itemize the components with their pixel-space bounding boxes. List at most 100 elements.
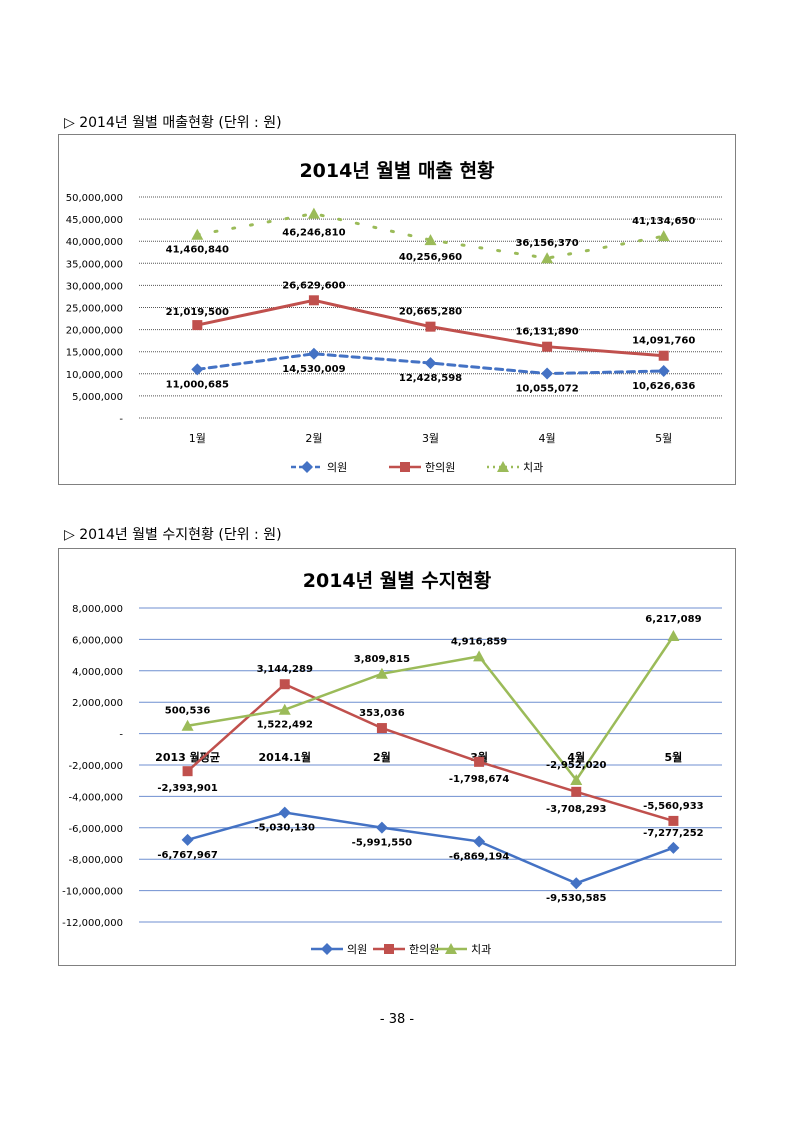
data-label: 12,428,598 (399, 373, 462, 384)
data-point (181, 833, 194, 846)
series-2: -2,393,901 3,144,289 353,036 -1,798,674 -3,7… (157, 664, 704, 826)
y-tick-label: 15,000,000 (66, 348, 123, 359)
data-point (571, 786, 582, 797)
y-tick-label: -4,000,000 (68, 792, 123, 803)
data-label: -5,030,130 (255, 823, 315, 834)
x-tick-label: 4월 (567, 750, 585, 764)
series-line (186, 682, 675, 823)
data-point (473, 650, 486, 662)
series-1: -6,767,967 -5,030,130 -5,991,550 -6,869,194… (157, 806, 704, 904)
section-title-sales: ▷ 2014년 월별 매출현황 (단위 : 원) (64, 115, 282, 131)
data-label: -5,560,933 (643, 801, 703, 812)
data-point (541, 367, 554, 380)
data-label: -5,991,550 (352, 838, 412, 849)
legend-marker (301, 461, 313, 473)
y-tick-label: -8,000,000 (68, 855, 123, 866)
legend-marker (497, 461, 509, 472)
data-label: 26,629,600 (282, 280, 345, 291)
legend-marker (321, 943, 333, 955)
data-point (191, 363, 204, 376)
y-tick-label: 30,000,000 (66, 281, 123, 292)
y-tick-label: -2,000,000 (68, 761, 123, 772)
data-point (279, 679, 290, 690)
data-label: 353,036 (359, 708, 405, 719)
data-point (424, 357, 437, 370)
data-label: 500,536 (165, 706, 211, 717)
data-label: -2,393,901 (157, 783, 217, 794)
data-label: -3,708,293 (546, 804, 606, 815)
data-label: 36,156,370 (515, 238, 578, 249)
series-line (195, 212, 666, 260)
data-label: -9,530,585 (546, 893, 606, 904)
y-tick-label: - (119, 414, 123, 425)
data-point (375, 667, 388, 679)
y-tick-label: 45,000,000 (66, 215, 123, 226)
data-point (192, 320, 203, 331)
chart-title: 2014년 월별 매출 현황 (299, 159, 495, 182)
data-label: 1,522,492 (257, 720, 313, 731)
data-point (657, 230, 670, 242)
x-tick-label: 2013 월평균 (155, 750, 220, 764)
data-label: 3,809,815 (354, 654, 410, 665)
x-tick-label: 5월 (665, 750, 683, 764)
legend-label: 한의원 (425, 461, 455, 474)
page-number: - 38 - (379, 1012, 415, 1027)
data-label: 3,144,289 (257, 664, 313, 675)
x-tick-label: 2014.1월 (258, 750, 311, 764)
data-point (182, 766, 193, 777)
data-point (424, 234, 437, 246)
data-point (570, 773, 583, 785)
y-tick-label: 40,000,000 (66, 237, 123, 248)
data-point (181, 719, 194, 731)
data-point (307, 207, 320, 219)
data-label: 41,134,650 (632, 216, 695, 227)
data-label: 40,256,960 (399, 252, 462, 263)
data-label: 10,055,072 (515, 384, 578, 395)
data-point (308, 295, 319, 306)
y-tick-label: 4,000,000 (72, 667, 123, 678)
data-label: 21,019,500 (166, 307, 229, 318)
data-point (667, 629, 680, 641)
legend: 의원 한의원 치과 (291, 461, 543, 474)
data-point (307, 347, 320, 360)
y-axis: -12,000,000-10,000,000-8,000,000-6,000,0… (62, 604, 123, 929)
data-point (667, 841, 680, 854)
x-tick-label: 4월 (539, 432, 556, 445)
data-label: 6,217,089 (645, 614, 701, 625)
x-tick-label: 1월 (189, 432, 206, 445)
chart-title: 2014년 월별 수지현황 (303, 569, 492, 592)
section-title-balance: ▷ 2014년 월별 수지현황 (단위 : 원) (64, 527, 282, 543)
y-tick-label: 35,000,000 (66, 259, 123, 270)
y-tick-label: -10,000,000 (62, 887, 123, 898)
series-3: 500,536 1,522,492 3,809,815 4,916,859 -2,952… (165, 614, 702, 785)
x-tick-label: 5월 (655, 432, 672, 445)
y-tick-label: 25,000,000 (66, 304, 123, 315)
gridlines (139, 607, 722, 923)
legend-marker (445, 943, 457, 954)
data-point (425, 321, 436, 332)
y-tick-label: 5,000,000 (72, 392, 123, 403)
y-tick-label: - (119, 730, 123, 741)
data-point (658, 350, 669, 361)
data-label: 4,916,859 (451, 636, 507, 647)
x-tick-label: 3월 (422, 432, 439, 445)
data-point (657, 365, 670, 378)
legend-label: 치과 (523, 461, 543, 474)
sales-chart: 2014년 월별 매출 현황 - 5,000,000 10,000,000 15,000… (66, 159, 722, 474)
y-tick-label: 6,000,000 (72, 635, 123, 646)
data-point (376, 723, 387, 734)
data-label: 14,091,760 (632, 336, 695, 347)
data-label: 14,530,009 (282, 364, 345, 375)
y-tick-label: -6,000,000 (68, 824, 123, 835)
y-tick-label: 8,000,000 (72, 604, 123, 615)
data-label: 46,246,810 (282, 228, 345, 239)
legend-label: 한의원 (409, 943, 439, 956)
data-label: -6,767,967 (157, 850, 217, 861)
x-tick-label: 2월 (373, 750, 391, 764)
sales-chart-box: 2014년 월별 매출 현황 - 5,000,000 10,000,000 15,000… (58, 134, 736, 485)
series-1: 11,000,685 14,530,009 12,428,598 10,055,072… (166, 347, 695, 395)
balance-chart-box: 2014년 월별 수지현황 -12,000,000 -10,000,000 -8,00… (58, 548, 736, 966)
data-label: 41,460,840 (166, 245, 229, 256)
x-axis: 1월 2월 3월 4월 5월 (189, 432, 673, 445)
data-label: 20,665,280 (399, 307, 462, 318)
